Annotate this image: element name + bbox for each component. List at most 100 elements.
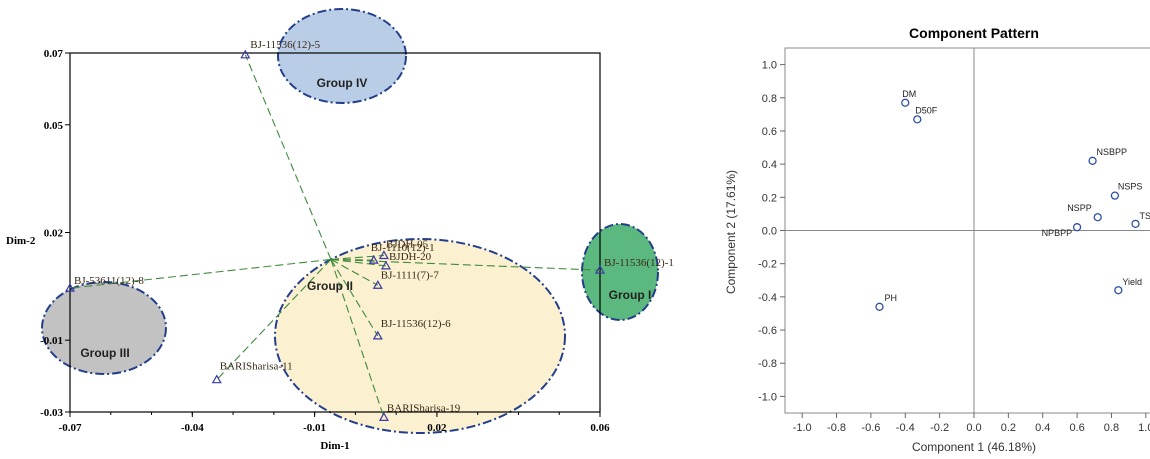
cluster-point-label: BJDH-20 bbox=[389, 251, 432, 263]
cluster-point-label: BJ-11536(12)-1 bbox=[604, 257, 674, 269]
y-tick-label: 0.05 bbox=[44, 120, 64, 132]
y-tick-label: -0.01 bbox=[40, 335, 63, 347]
component-point-label: DM bbox=[902, 89, 916, 99]
y-tick-label: -0.6 bbox=[758, 325, 777, 337]
cluster-line bbox=[330, 258, 601, 271]
y-tick-label: 0.02 bbox=[44, 228, 64, 240]
cluster-point bbox=[372, 330, 383, 340]
component-point bbox=[1110, 191, 1120, 200]
component-point bbox=[1114, 286, 1123, 295]
cluster-point bbox=[378, 250, 389, 260]
component-point-label: NPBPP bbox=[1042, 228, 1073, 238]
cluster-line bbox=[330, 258, 387, 267]
component-point-label: D50F bbox=[915, 105, 938, 115]
x-tick-label: -0.6 bbox=[861, 422, 880, 434]
cluster-point bbox=[594, 264, 606, 274]
y-tick-label: 0.2 bbox=[762, 192, 777, 204]
component-point bbox=[875, 302, 884, 311]
component-point bbox=[1093, 213, 1102, 222]
x-tick-label: -0.04 bbox=[181, 422, 204, 434]
group-label: Group III bbox=[80, 346, 129, 360]
cluster-point-label: BJDH-05 bbox=[386, 238, 429, 250]
cluster-x-axis-label: Dim-1 bbox=[320, 440, 349, 452]
x-tick-label: 0.6 bbox=[1069, 422, 1084, 434]
y-tick-label: -0.2 bbox=[758, 259, 777, 271]
component-point-label: NSBPP bbox=[1097, 147, 1128, 157]
cluster-line bbox=[69, 258, 331, 289]
cluster-line bbox=[330, 258, 374, 261]
cluster-point-label: BARISharisa-19 bbox=[387, 402, 461, 414]
x-tick-label: 0.8 bbox=[1104, 422, 1119, 434]
y-tick-label: -0.4 bbox=[758, 292, 777, 304]
cluster-line bbox=[330, 259, 385, 418]
x-tick-label: 0.0 bbox=[966, 422, 981, 434]
cluster-points: BJ-11536(12)-5 BJ-11536(12)-1 BJ-53611(12)… bbox=[64, 39, 674, 421]
group-label: Group IV bbox=[317, 76, 368, 90]
cluster-y-axis-label: Dim-2 bbox=[6, 235, 36, 247]
cluster-point-label: BJ-11536(12)-5 bbox=[250, 39, 320, 51]
component-point-label: NSPP bbox=[1067, 203, 1092, 213]
cluster-point bbox=[368, 254, 379, 264]
x-tick-label: -0.4 bbox=[896, 422, 915, 434]
component-point bbox=[913, 115, 922, 124]
x-tick-label: -1.0 bbox=[793, 422, 812, 434]
y-tick-label: -0.03 bbox=[40, 407, 63, 419]
component-point bbox=[1131, 219, 1140, 229]
component-point-label: NSPS bbox=[1118, 182, 1143, 192]
component-x-axis-label: Component 1 (46.18%) bbox=[912, 440, 1036, 454]
cluster-line bbox=[216, 259, 332, 381]
cluster-point bbox=[240, 49, 251, 59]
cluster-point bbox=[211, 374, 222, 384]
cluster-point bbox=[380, 260, 391, 270]
component-point-label: Yield bbox=[1122, 277, 1142, 287]
cluster-point-label: BJ-1110(12)-1 bbox=[371, 242, 435, 254]
cluster-axis-ticks: -0.07 -0.04 -0.01 0.02 0.06 0.07 0.05 0.02 -0.01… bbox=[40, 48, 610, 434]
x-tick-label: 0.06 bbox=[590, 422, 610, 434]
component-point-label: PH bbox=[885, 293, 898, 303]
x-tick-label: -0.01 bbox=[303, 422, 326, 434]
y-tick-label: -0.8 bbox=[758, 358, 777, 370]
group-ellipse bbox=[581, 223, 659, 321]
cluster-line bbox=[244, 54, 332, 260]
y-tick-label: 0.0 bbox=[762, 226, 777, 238]
x-tick-label: 0.2 bbox=[1001, 422, 1016, 434]
component-reference-lines bbox=[785, 48, 1150, 413]
component-points: DM D50F NSBPP NSPS NSPP TSW NPBPP Yield PH bbox=[875, 89, 1150, 311]
y-tick-label: 1.0 bbox=[762, 60, 777, 72]
cluster-point-label: BARISharisa-11 bbox=[220, 361, 293, 373]
component-y-axis-label: Component 2 (17.61%) bbox=[724, 170, 738, 294]
x-tick-label: 0.4 bbox=[1035, 422, 1050, 434]
y-tick-label: 0.6 bbox=[762, 126, 777, 138]
cluster-point-label: BJ-1111(7)-7 bbox=[381, 269, 440, 281]
y-tick-label: 0.07 bbox=[44, 48, 64, 60]
component-chart-title: Component Pattern bbox=[909, 25, 1039, 41]
component-axis-ticks: -1.0 -1.0 -0.8 -0.8 -0.6 -0.6 -0.4 -0.4 -0.2 -0.2… bbox=[758, 60, 1150, 434]
cluster-lines bbox=[69, 54, 601, 418]
cluster-chart: -0.07 -0.04 -0.01 0.02 0.06 0.07 0.05 0.02 -0.01… bbox=[6, 8, 674, 452]
cluster-point-label: BJ-11536(12)-6 bbox=[381, 318, 451, 330]
component-point bbox=[1088, 156, 1097, 165]
group-labels: Group I Group II Group III Group IV bbox=[80, 76, 651, 360]
cluster-line bbox=[330, 254, 384, 260]
component-point bbox=[1072, 223, 1082, 232]
group-label: Group I bbox=[609, 288, 652, 302]
group-ellipse bbox=[41, 281, 167, 375]
group-ellipse bbox=[274, 238, 566, 434]
x-tick-label: -0.8 bbox=[827, 422, 846, 434]
cluster-point bbox=[64, 282, 76, 292]
component-pattern-chart: Component Pattern -1.0 -1.0 -0.8 -0.8 -0.6 -0… bbox=[724, 25, 1150, 454]
x-tick-label: -0.2 bbox=[930, 422, 949, 434]
y-tick-label: -1.0 bbox=[758, 391, 777, 403]
cluster-point bbox=[378, 412, 389, 421]
group-ellipse bbox=[277, 8, 407, 104]
y-tick-label: 0.4 bbox=[762, 159, 777, 171]
component-point bbox=[901, 98, 910, 107]
y-tick-label: 0.8 bbox=[762, 93, 777, 105]
cluster-line bbox=[330, 258, 379, 286]
x-tick-label: -0.07 bbox=[59, 422, 82, 434]
group-ellipses bbox=[41, 8, 659, 434]
group-label: Group II bbox=[307, 279, 353, 293]
component-point-label: TSW bbox=[1140, 211, 1150, 221]
cluster-line bbox=[330, 259, 379, 337]
x-tick-label: 0.02 bbox=[427, 422, 447, 434]
